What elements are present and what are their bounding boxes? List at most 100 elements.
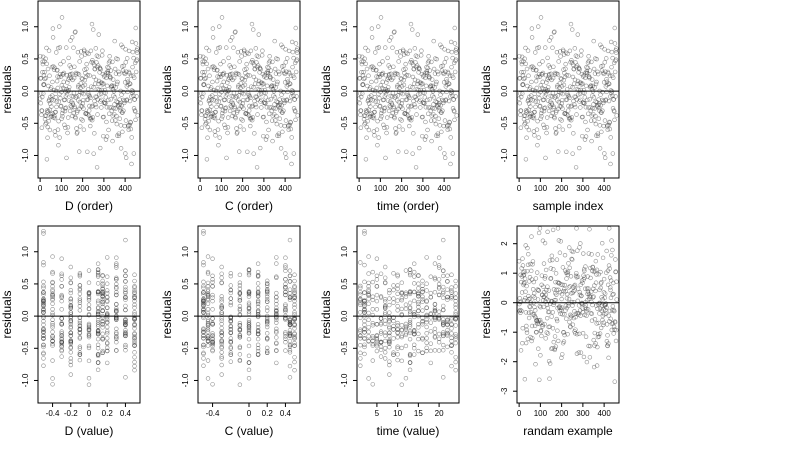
- data-point: [583, 264, 588, 269]
- data-point: [283, 268, 288, 273]
- data-point: [201, 335, 206, 341]
- data-point: [614, 50, 619, 55]
- data-point: [612, 69, 618, 75]
- data-point: [39, 108, 45, 113]
- data-point: [424, 317, 429, 322]
- data-point: [591, 66, 597, 72]
- data-point: [584, 308, 589, 314]
- data-point: [529, 234, 534, 239]
- data-point: [532, 109, 537, 115]
- data-point: [50, 335, 55, 341]
- data-point: [228, 318, 233, 324]
- data-point: [289, 39, 295, 45]
- data-point: [255, 269, 261, 275]
- data-point: [548, 266, 553, 271]
- data-point: [72, 104, 77, 110]
- data-point: [563, 308, 568, 313]
- data-point: [526, 127, 532, 133]
- data-point: [127, 98, 133, 104]
- y-tick-label: 1.0: [340, 21, 349, 33]
- data-point: [130, 64, 135, 70]
- data-point: [612, 25, 617, 31]
- data-point: [408, 21, 414, 27]
- data-point: [541, 106, 547, 111]
- data-point: [275, 79, 280, 85]
- data-point: [95, 274, 101, 279]
- y-tick-label: -1.0: [340, 373, 349, 387]
- data-point: [412, 331, 417, 336]
- data-point: [419, 48, 424, 53]
- data-point: [125, 56, 130, 61]
- data-point: [205, 110, 210, 115]
- data-point: [601, 320, 606, 325]
- data-point: [289, 135, 294, 140]
- data-point: [228, 339, 233, 345]
- data-point: [255, 281, 261, 286]
- y-tick-label: -0.5: [181, 341, 190, 355]
- data-point: [204, 108, 210, 113]
- data-point: [287, 328, 293, 333]
- data-point: [567, 123, 572, 129]
- data-point: [399, 297, 404, 303]
- data-point: [560, 265, 566, 270]
- data-point: [575, 32, 580, 37]
- data-point: [201, 285, 206, 291]
- data-point: [582, 305, 588, 310]
- data-point: [358, 329, 363, 334]
- data-point: [95, 328, 101, 334]
- data-point: [369, 93, 374, 98]
- data-point: [374, 127, 380, 132]
- data-point: [362, 344, 367, 350]
- data-point: [281, 63, 287, 69]
- data-point: [274, 360, 279, 366]
- data-point: [539, 114, 544, 119]
- data-point: [77, 149, 82, 154]
- data-point: [586, 54, 591, 59]
- x-tick-label: 200: [236, 184, 250, 193]
- data-point: [418, 87, 423, 93]
- data-point: [554, 318, 560, 324]
- y-axis-title: residuals: [479, 290, 493, 338]
- data-point: [577, 67, 582, 72]
- data-point: [246, 294, 252, 299]
- data-point: [532, 133, 537, 138]
- data-point: [287, 279, 293, 284]
- data-point: [612, 320, 618, 325]
- data-point: [410, 85, 415, 90]
- data-point: [412, 269, 417, 275]
- data-point: [584, 313, 589, 318]
- data-point: [295, 113, 300, 118]
- data-point: [539, 333, 544, 339]
- data-point: [369, 35, 375, 40]
- data-point: [416, 291, 421, 297]
- data-point: [210, 322, 215, 327]
- data-point: [407, 306, 413, 311]
- data-point: [400, 106, 405, 111]
- data-point: [235, 71, 240, 76]
- data-point: [105, 299, 110, 304]
- data-point: [395, 330, 400, 336]
- data-point: [293, 69, 299, 75]
- data-point: [569, 58, 574, 63]
- data-point: [54, 78, 60, 84]
- data-point: [560, 127, 566, 132]
- data-point: [105, 312, 110, 318]
- data-point: [553, 126, 558, 131]
- data-point: [262, 100, 267, 105]
- data-point: [448, 39, 454, 45]
- data-point: [371, 65, 376, 70]
- data-point: [86, 294, 92, 299]
- data-point: [529, 26, 535, 31]
- data-point: [586, 58, 592, 64]
- data-point: [549, 113, 554, 119]
- y-tick-label: -0.5: [21, 116, 30, 130]
- data-point: [397, 124, 402, 129]
- data-point: [568, 104, 573, 110]
- data-point: [607, 275, 613, 280]
- x-tick-label: 100: [55, 184, 69, 193]
- data-point: [237, 327, 243, 332]
- data-point: [395, 335, 400, 340]
- data-point: [223, 106, 228, 111]
- data-point: [279, 92, 284, 97]
- data-point: [228, 346, 233, 351]
